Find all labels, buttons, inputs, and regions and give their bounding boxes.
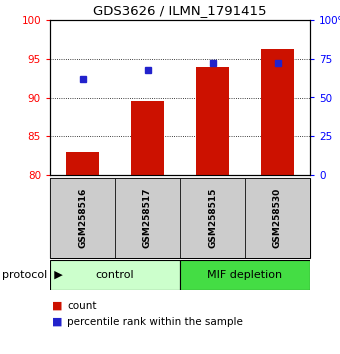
Text: ■: ■ bbox=[52, 301, 63, 311]
Text: GSM258516: GSM258516 bbox=[78, 188, 87, 248]
Title: GDS3626 / ILMN_1791415: GDS3626 / ILMN_1791415 bbox=[93, 5, 267, 17]
Text: GSM258517: GSM258517 bbox=[143, 188, 152, 248]
Bar bbox=[261, 50, 294, 175]
Text: protocol  ▶: protocol ▶ bbox=[2, 270, 63, 280]
Text: GSM258515: GSM258515 bbox=[208, 188, 217, 248]
Bar bbox=[66, 152, 99, 175]
Text: control: control bbox=[96, 270, 134, 280]
FancyBboxPatch shape bbox=[180, 260, 310, 290]
FancyBboxPatch shape bbox=[180, 178, 245, 258]
FancyBboxPatch shape bbox=[115, 178, 180, 258]
Text: percentile rank within the sample: percentile rank within the sample bbox=[67, 317, 243, 327]
Text: GSM258530: GSM258530 bbox=[273, 188, 282, 248]
FancyBboxPatch shape bbox=[50, 178, 115, 258]
Text: MIF depletion: MIF depletion bbox=[207, 270, 283, 280]
Bar bbox=[131, 101, 164, 175]
Text: count: count bbox=[67, 301, 97, 311]
FancyBboxPatch shape bbox=[50, 260, 180, 290]
FancyBboxPatch shape bbox=[245, 178, 310, 258]
Text: ■: ■ bbox=[52, 317, 63, 327]
Bar bbox=[196, 67, 229, 175]
